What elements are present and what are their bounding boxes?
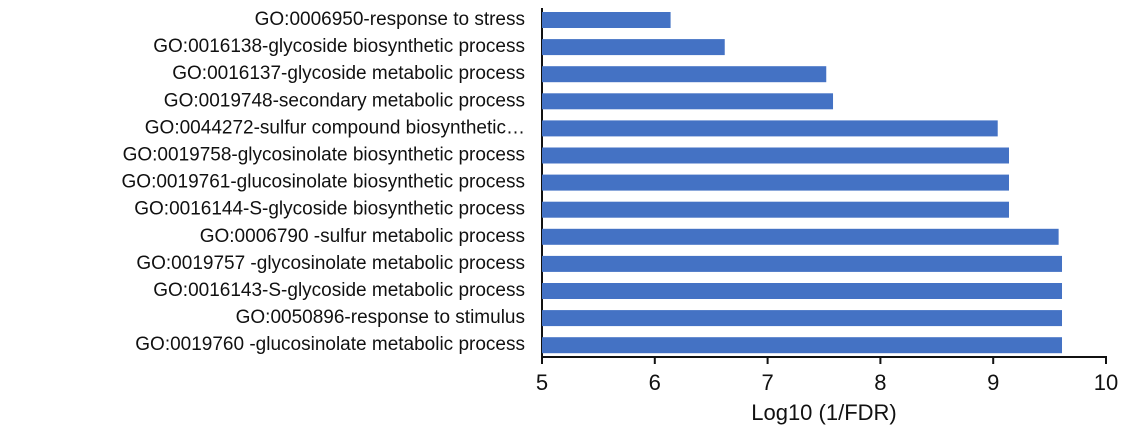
bar — [542, 93, 834, 110]
bar — [542, 66, 827, 83]
x-tick-label: 8 — [874, 370, 886, 395]
bar — [542, 201, 1009, 218]
bar — [542, 337, 1063, 354]
y-tick-label: GO:0019748-secondary metabolic process — [164, 90, 525, 111]
y-tick-label: GO:0050896-response to stimulus — [236, 307, 525, 328]
x-tick-label: 9 — [987, 370, 999, 395]
x-tick-label: 6 — [649, 370, 661, 395]
bar — [542, 39, 725, 56]
y-tick-label: GO:0016143-S-glycoside metabolic process — [153, 280, 525, 301]
y-tick-label: GO:0019757 -glycosinolate metabolic proc… — [136, 253, 525, 274]
bar — [542, 174, 1009, 191]
x-axis-title: Log10 (1/FDR) — [751, 400, 897, 425]
bar — [542, 12, 671, 28]
y-tick-label: GO:0019761-glucosinolate biosynthetic pr… — [122, 172, 525, 193]
y-tick-label: GO:0006790 -sulfur metabolic process — [200, 226, 525, 247]
y-tick-label: GO:0019760 -glucosinolate metabolic proc… — [135, 334, 525, 355]
bar — [542, 228, 1059, 245]
x-tick-label: 7 — [761, 370, 773, 395]
bar — [542, 120, 998, 137]
bar — [542, 147, 1009, 164]
y-tick-label: GO:0016137-glycoside metabolic process — [172, 63, 525, 84]
x-tick-label: 10 — [1094, 370, 1118, 395]
bar — [542, 283, 1063, 299]
y-tick-label: GO:0044272-sulfur compound biosynthetic… — [145, 117, 525, 138]
y-tick-label: GO:0016138-glycoside biosynthetic proces… — [153, 36, 525, 57]
x-tick-label: 5 — [536, 370, 548, 395]
bar — [542, 310, 1063, 327]
bar — [542, 255, 1063, 272]
y-tick-label: GO:0019758-glycosinolate biosynthetic pr… — [123, 145, 525, 166]
y-tick-label: GO:0016144-S-glycoside biosynthetic proc… — [134, 199, 525, 220]
y-tick-label: GO:0006950-response to stress — [255, 9, 525, 30]
